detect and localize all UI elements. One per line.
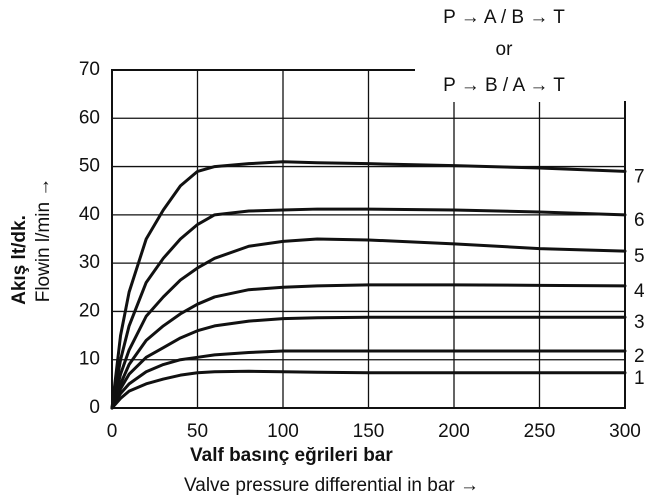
y-tick-label: 50: [79, 156, 100, 177]
line-series: [110, 237, 627, 410]
series-label: 1: [634, 368, 645, 389]
plot-frame: [111, 69, 626, 409]
line-series: [110, 207, 627, 410]
annotation-box-mask: [415, 60, 630, 101]
series-label: 6: [634, 210, 645, 231]
y-tick-label: 30: [79, 252, 100, 273]
x-axis-label-secondary: Valve pressure differential in bar →: [184, 475, 479, 496]
series-label: 2: [634, 346, 645, 367]
series-label: 4: [634, 281, 645, 302]
line-series: [110, 349, 627, 410]
y-tick-label: 40: [79, 204, 100, 225]
y-tick-label: 70: [79, 59, 100, 80]
line-series: [110, 369, 627, 410]
x-tick-label: 50: [187, 421, 208, 442]
x-tick-label: 150: [353, 421, 385, 442]
x-tick-label: 0: [107, 421, 118, 442]
series-label: 3: [634, 312, 645, 333]
x-tick-label: 250: [524, 421, 556, 442]
y-tick-label: 0: [89, 397, 100, 418]
series-label: 5: [634, 246, 645, 267]
annotation: P → B / A → T: [443, 75, 565, 96]
annotation: P → A / B → T: [443, 7, 565, 28]
series-label: 7: [634, 166, 645, 187]
annotation: or: [496, 39, 514, 60]
y-axis-label-secondary: Flowin l/min →: [33, 178, 54, 303]
y-tick-label: 10: [79, 349, 100, 370]
line-series: [110, 315, 627, 410]
line-series: [110, 283, 627, 410]
x-tick-label: 100: [267, 421, 299, 442]
x-axis-label: Valf basınç eğrileri bar: [190, 445, 393, 466]
x-tick-label: 300: [609, 421, 641, 442]
y-tick-label: 60: [79, 107, 100, 128]
y-tick-label: 20: [79, 300, 100, 321]
line-series: [110, 160, 627, 410]
x-tick-label: 200: [438, 421, 470, 442]
y-axis-label: Akış lt/dk.: [9, 215, 30, 305]
